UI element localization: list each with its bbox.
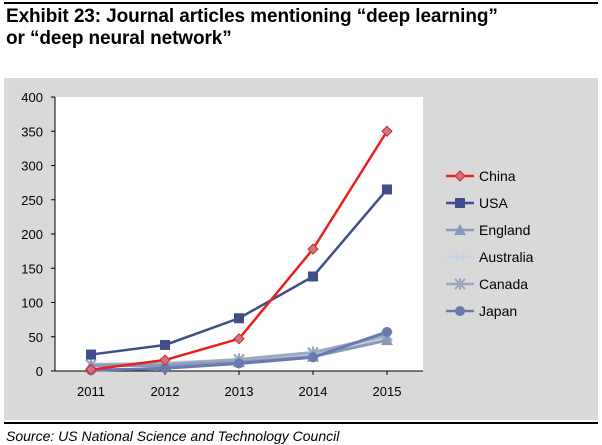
y-tick-label: 50 [29, 330, 43, 345]
exhibit-title: Exhibit 23: Journal articles mentioning … [6, 6, 498, 49]
x-tick-label: 2013 [225, 384, 254, 399]
legend-item-china: China [446, 168, 516, 184]
plot-area [55, 97, 423, 371]
data-point-china [307, 243, 319, 255]
legend-item-japan: Japan [446, 303, 517, 319]
data-point-usa [308, 271, 318, 282]
data-point-usa [160, 339, 170, 350]
x-tick-label: 2014 [299, 384, 328, 399]
data-point-england [381, 334, 393, 346]
series-usa [86, 184, 392, 360]
y-tick-label: 100 [21, 296, 43, 311]
bottom-rule [4, 422, 598, 424]
y-tick-label: 150 [21, 261, 43, 276]
y-tick-label: 0 [36, 364, 43, 379]
data-point-usa [234, 313, 244, 324]
data-point-japan [160, 363, 170, 374]
y-tick-label: 300 [21, 159, 43, 174]
series-china [85, 125, 393, 376]
legend-label: China [479, 168, 516, 184]
data-point-china [85, 363, 97, 376]
legend-label: Japan [479, 303, 517, 319]
y-tick-label: 350 [21, 124, 43, 139]
legend-label: Australia [479, 249, 534, 265]
data-point-china [233, 333, 245, 345]
data-point-china [381, 125, 393, 137]
data-point-usa [382, 184, 392, 195]
y-tick-label: 250 [21, 193, 43, 208]
legend-item-england: England [446, 222, 530, 238]
x-tick-label: 2015 [373, 384, 402, 399]
y-tick-label: 400 [21, 90, 43, 105]
x-tick-label: 2012 [151, 384, 180, 399]
legend-item-canada: Canada [446, 276, 528, 292]
y-tick-label: 200 [21, 227, 43, 242]
legend-label: England [479, 222, 530, 238]
x-tick-label: 2011 [77, 384, 105, 399]
data-point-china [159, 354, 171, 366]
data-point-usa [86, 349, 96, 360]
legend-marker [454, 251, 466, 263]
data-point-japan [382, 326, 392, 337]
legend-item-australia: Australia [446, 249, 534, 265]
legend-marker [455, 306, 465, 316]
legend-marker [454, 278, 466, 290]
source-note: Source: US National Science and Technolo… [6, 428, 340, 444]
top-rule [4, 2, 598, 4]
legend-marker [454, 170, 466, 182]
legend-item-usa: USA [446, 195, 508, 211]
legend-label: USA [479, 195, 508, 211]
legend-marker [455, 198, 465, 208]
legend-label: Canada [479, 276, 528, 292]
data-point-japan [308, 352, 318, 363]
legend-marker [454, 224, 466, 235]
data-point-japan [234, 358, 244, 369]
